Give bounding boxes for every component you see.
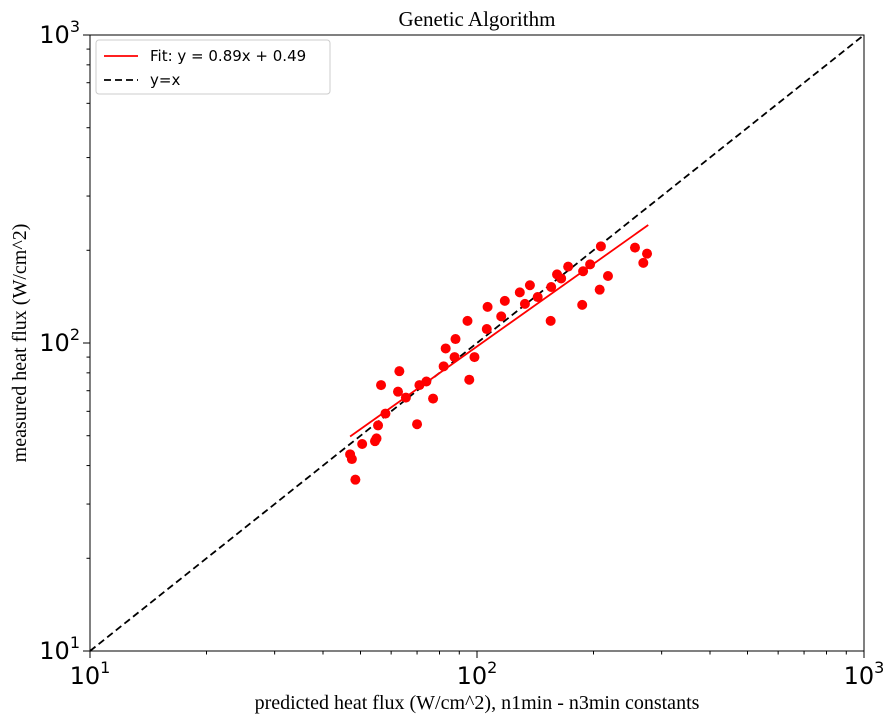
data-point-42 bbox=[629, 242, 640, 253]
data-point-40 bbox=[595, 241, 606, 252]
plot-area bbox=[89, 34, 865, 652]
data-point-27 bbox=[514, 287, 525, 298]
x-tick-label-1: 102 bbox=[457, 658, 498, 690]
data-point-23 bbox=[481, 324, 492, 335]
data-point-5 bbox=[371, 433, 382, 444]
data-point-32 bbox=[546, 281, 557, 292]
y-tick-label-2: 103 bbox=[39, 17, 80, 49]
x-tick-label-2: 103 bbox=[844, 658, 885, 690]
data-point-1 bbox=[346, 454, 357, 465]
data-point-24 bbox=[482, 301, 493, 312]
plot-frame bbox=[89, 34, 865, 652]
data-point-37 bbox=[578, 266, 589, 277]
data-point-14 bbox=[421, 376, 432, 387]
data-point-8 bbox=[380, 408, 391, 419]
data-point-21 bbox=[464, 374, 475, 385]
data-point-3 bbox=[357, 438, 368, 449]
data-point-30 bbox=[532, 292, 543, 303]
legend: Fit: y = 0.89x + 0.49 y=x bbox=[95, 39, 331, 95]
y-tick-label-1: 102 bbox=[39, 325, 80, 357]
data-point-7 bbox=[376, 380, 387, 391]
data-point-19 bbox=[450, 334, 461, 345]
fit-line bbox=[349, 224, 649, 438]
data-point-41 bbox=[602, 271, 613, 282]
data-point-26 bbox=[499, 295, 510, 306]
y-axis-label: measured heat flux (W/cm^2) bbox=[9, 224, 31, 463]
data-point-2 bbox=[350, 474, 361, 485]
data-point-44 bbox=[642, 248, 653, 259]
data-point-12 bbox=[412, 419, 423, 430]
data-point-38 bbox=[585, 259, 596, 270]
data-points bbox=[345, 241, 653, 485]
x-tick-label-0: 101 bbox=[70, 658, 111, 690]
data-point-29 bbox=[524, 280, 535, 291]
chart-title: Genetic Algorithm bbox=[399, 7, 556, 31]
legend-box bbox=[95, 39, 331, 95]
data-point-36 bbox=[577, 299, 588, 310]
legend-fit-label: Fit: y = 0.89x + 0.49 bbox=[150, 47, 306, 65]
data-point-18 bbox=[449, 352, 460, 363]
data-point-16 bbox=[438, 361, 449, 372]
data-point-43 bbox=[638, 257, 649, 268]
x-axis-label: predicted heat flux (W/cm^2), n1min - n3… bbox=[255, 692, 700, 714]
data-point-9 bbox=[393, 386, 404, 397]
y-tick-label-0: 101 bbox=[39, 633, 80, 665]
legend-identity-label: y=x bbox=[150, 71, 180, 89]
data-point-25 bbox=[496, 311, 507, 322]
identity-line bbox=[89, 34, 865, 652]
data-point-31 bbox=[545, 315, 556, 326]
data-point-28 bbox=[519, 298, 530, 309]
data-point-34 bbox=[556, 273, 567, 284]
data-point-6 bbox=[373, 420, 384, 431]
data-point-39 bbox=[594, 284, 605, 295]
data-point-17 bbox=[440, 343, 451, 354]
data-point-20 bbox=[462, 315, 473, 326]
data-point-22 bbox=[469, 352, 480, 363]
data-point-11 bbox=[400, 392, 411, 403]
data-point-15 bbox=[428, 393, 439, 404]
data-point-10 bbox=[394, 366, 405, 377]
data-point-35 bbox=[563, 261, 574, 272]
